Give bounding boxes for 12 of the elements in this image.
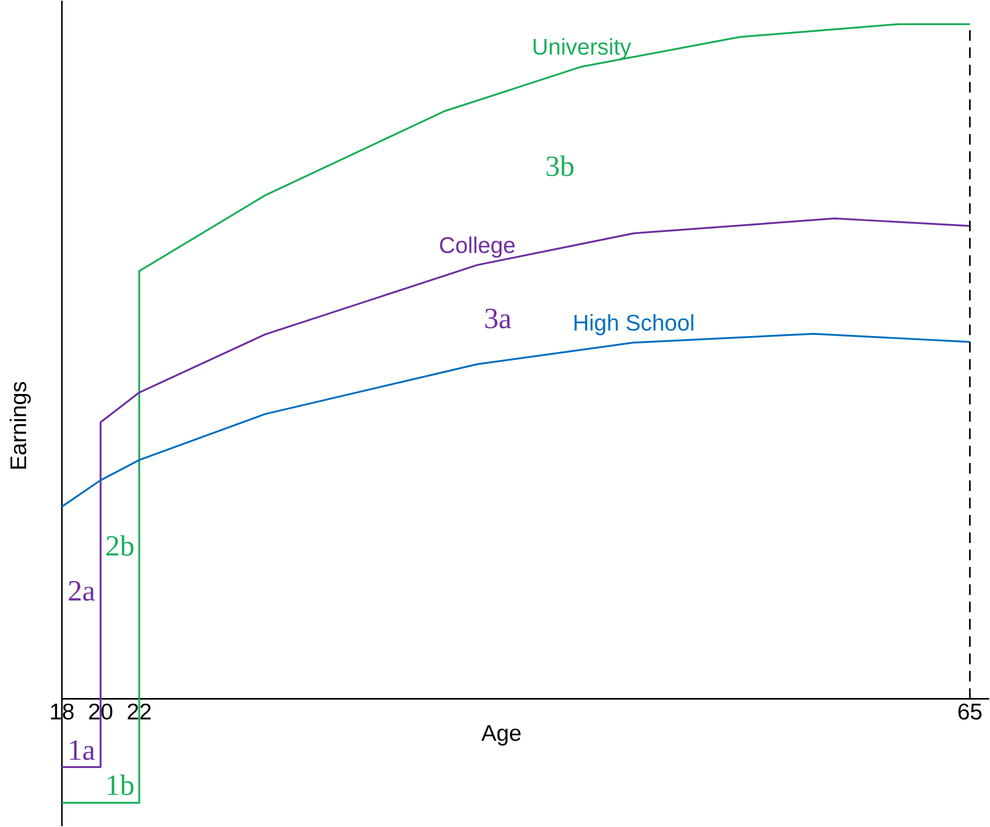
annotation: 1b [108, 774, 134, 796]
annotation: 3a [485, 308, 512, 328]
annotation: 3b [546, 156, 574, 176]
series-label: High School [574, 314, 694, 336]
series-label: College [440, 236, 515, 258]
x-tick-label: 65 [958, 704, 982, 720]
annotation: 2a [68, 581, 95, 601]
annotation: 2b [106, 535, 134, 556]
annotation: 1a [70, 740, 95, 760]
y-axis-title: Earnings [10, 382, 31, 469]
x-axis-title: Age [481, 725, 521, 746]
series-label: University [534, 38, 632, 60]
